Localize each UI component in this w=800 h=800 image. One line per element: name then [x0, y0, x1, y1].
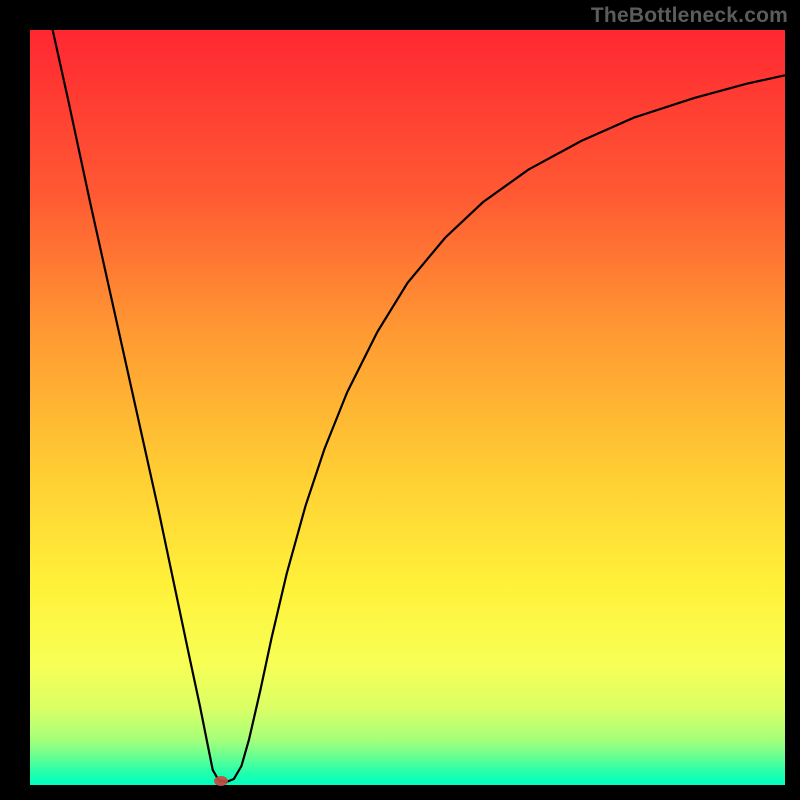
- plot-area: [30, 30, 785, 785]
- chart-frame: TheBottleneck.com: [0, 0, 800, 800]
- bottleneck-curve: [30, 30, 785, 785]
- optimal-point-marker: [214, 776, 228, 786]
- watermark-text: TheBottleneck.com: [591, 4, 788, 28]
